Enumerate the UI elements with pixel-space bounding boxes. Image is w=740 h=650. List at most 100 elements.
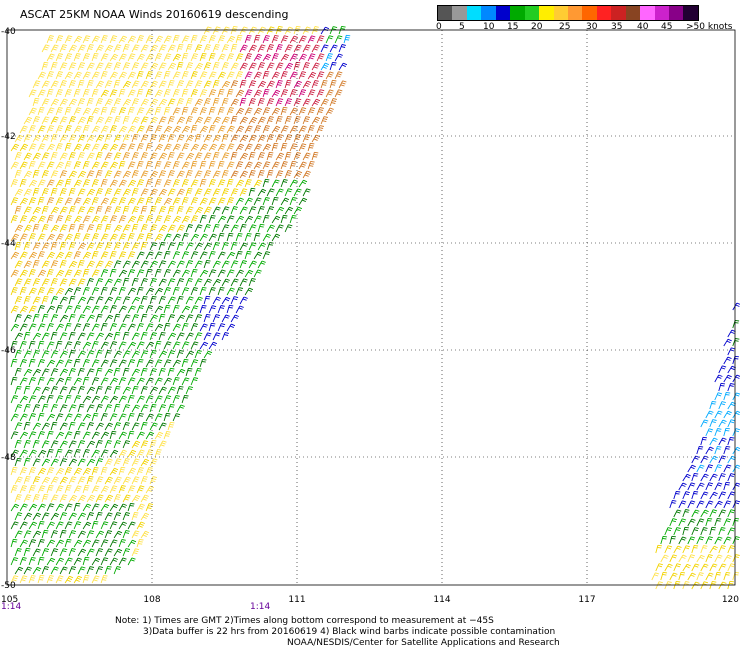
wind-barb (199, 178, 207, 188)
wind-barb (59, 529, 67, 539)
wind-barb (23, 295, 31, 305)
wind-barb (163, 143, 172, 152)
wind-barb (149, 439, 157, 449)
wind-barb (167, 314, 176, 323)
wind-barb (77, 386, 85, 395)
wind-barb (55, 35, 64, 44)
wind-barb (275, 115, 283, 125)
wind-barb (109, 449, 119, 458)
wind-barb (32, 152, 41, 161)
wind-barb (235, 34, 243, 44)
wind-barb (41, 116, 50, 125)
wind-barb (37, 539, 45, 548)
lat-lon-grid (6, 29, 736, 586)
wind-barb (100, 341, 109, 350)
wind-barb (131, 422, 140, 431)
wind-barb (271, 233, 281, 242)
wind-barb (118, 341, 127, 350)
wind-barb (311, 116, 321, 125)
wind-barb (127, 521, 136, 530)
wind-barb (244, 125, 253, 134)
wind-barb (86, 260, 95, 269)
wind-barb (311, 44, 320, 53)
wind-barb (176, 241, 184, 251)
wind-barb (289, 71, 298, 80)
wind-barb (122, 224, 131, 233)
wind-barb (185, 350, 195, 359)
wind-barb (100, 215, 109, 224)
wind-barb (239, 170, 248, 179)
wind-barb (91, 340, 99, 350)
wind-barb (217, 125, 226, 134)
wind-barb (275, 206, 285, 215)
wind-barb (104, 404, 113, 413)
wind-barb (343, 34, 351, 44)
wind-barb (199, 286, 207, 296)
wind-barb (217, 232, 225, 242)
wind-barb (709, 509, 718, 518)
wind-barb (208, 143, 218, 152)
wind-barb (149, 242, 158, 251)
wind-barb (55, 521, 64, 530)
wind-barb (55, 287, 65, 296)
wind-barb (149, 80, 158, 89)
wind-barb (68, 386, 77, 395)
wind-barb (172, 34, 180, 44)
wind-barb (221, 62, 229, 71)
wind-barb (302, 134, 311, 143)
wind-barb (298, 161, 307, 170)
wind-barb (194, 260, 203, 269)
wind-barb (181, 251, 190, 260)
wind-barb (687, 500, 696, 509)
wind-barb (91, 197, 99, 206)
wind-barb (289, 160, 297, 170)
wind-barb (19, 125, 28, 134)
wind-barb (194, 152, 203, 161)
wind-barb (46, 214, 54, 224)
wind-barb (131, 44, 140, 53)
wind-barb (199, 52, 207, 62)
wind-barb (167, 296, 176, 305)
wind-barb (253, 161, 262, 170)
wind-barb (199, 197, 208, 206)
wind-barb (221, 188, 230, 197)
wind-barb (172, 107, 181, 116)
wind-barb (149, 476, 158, 485)
wind-barb (235, 232, 243, 242)
wind-barb (127, 323, 136, 332)
wind-barb (271, 125, 281, 134)
wind-barb (100, 161, 109, 170)
wind-barb (235, 287, 244, 296)
wind-barb (19, 178, 27, 188)
wind-barb (28, 449, 37, 458)
wind-barb (104, 80, 113, 89)
wind-barb (14, 385, 22, 395)
wind-barb (705, 500, 714, 509)
wind-barb (32, 439, 40, 449)
wind-barb (68, 223, 76, 233)
wind-barb (217, 160, 225, 170)
wind-barb (50, 151, 58, 161)
wind-barb (46, 413, 56, 422)
wind-barb (41, 205, 49, 215)
wind-barb (109, 268, 117, 278)
wind-barb (41, 295, 49, 305)
wind-barb (73, 358, 81, 368)
wind-barb (181, 358, 189, 368)
wind-barb (55, 304, 63, 314)
wind-barb (91, 125, 100, 134)
wind-barb (19, 215, 28, 224)
wind-barb (131, 458, 140, 467)
wind-barb (271, 107, 281, 116)
wind-barb (91, 88, 99, 98)
wind-barb (253, 179, 262, 188)
wind-barb (248, 224, 257, 233)
wind-barb (28, 574, 36, 584)
wind-barb (109, 197, 118, 206)
wind-barb (687, 464, 696, 473)
wind-barb (46, 377, 55, 386)
wind-barb (329, 44, 338, 53)
wind-barb (140, 44, 149, 53)
wind-barb (14, 548, 22, 557)
wind-barb (212, 278, 222, 287)
